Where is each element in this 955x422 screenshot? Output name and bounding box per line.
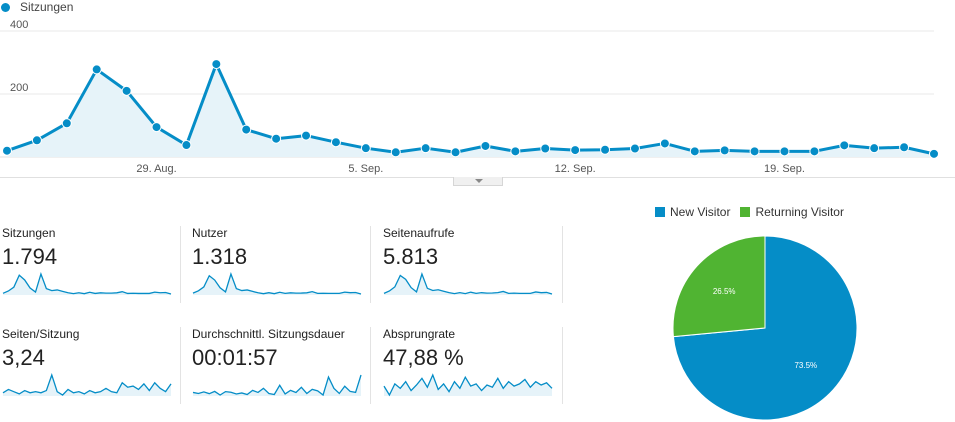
pie-legend: New Visitor Returning Visitor	[655, 205, 854, 219]
chevron-down-icon	[475, 179, 483, 183]
data-point[interactable]	[61, 118, 72, 129]
data-point[interactable]	[480, 140, 491, 151]
data-point[interactable]	[659, 138, 670, 149]
sparkline-area	[3, 375, 171, 396]
data-point[interactable]	[809, 146, 820, 157]
sparkline-line	[2, 373, 172, 396]
data-point[interactable]	[540, 143, 551, 154]
metric-value: 1.318	[192, 244, 248, 269]
data-point[interactable]	[629, 143, 640, 154]
metric-pages-per-session[interactable]: Seiten/Sitzung 3,24	[2, 327, 182, 405]
sparkline-line	[383, 373, 553, 397]
data-point[interactable]	[151, 122, 162, 133]
data-point[interactable]	[899, 142, 910, 153]
pie-slice[interactable]	[672, 236, 766, 338]
x-tick-label: 5. Sep.	[348, 163, 383, 175]
metric-separator	[562, 226, 563, 303]
legend-label: New Visitor	[670, 205, 731, 219]
metric-label: Durchschnittl. Sitzungsdauer	[192, 327, 345, 341]
chart-legend[interactable]: Sitzungen	[0, 0, 73, 14]
x-tick-label: 12. Sep.	[555, 163, 596, 175]
legend-dot-icon	[1, 2, 10, 12]
sessions-line-chart[interactable]: 200 400 29. Aug. 5. Sep. 12. Sep. 19. Sep.	[0, 0, 955, 178]
metric-label: Seiten/Sitzung	[2, 327, 80, 341]
metric-value: 00:01:57	[192, 345, 278, 370]
metric-separator	[180, 226, 181, 303]
data-point[interactable]	[510, 146, 521, 157]
legend-item-returning-visitor[interactable]: Returning Visitor	[740, 205, 844, 219]
metric-sparkline	[192, 272, 362, 295]
metric-value: 5.813	[383, 244, 439, 269]
data-point[interactable]	[929, 148, 939, 159]
series-area	[7, 64, 934, 157]
legend-item-new-visitor[interactable]: New Visitor	[655, 205, 730, 219]
metric-pageviews[interactable]: Seitenaufrufe 5.813	[383, 226, 563, 304]
metric-label: Seitenaufrufe	[383, 226, 455, 240]
metric-bounce-rate[interactable]: Absprungrate 47,88 %	[383, 327, 563, 405]
y-tick-label: 200	[10, 82, 28, 94]
legend-label: Returning Visitor	[755, 205, 844, 219]
data-point[interactable]	[839, 140, 850, 151]
sparkline-area	[193, 375, 361, 396]
data-point[interactable]	[211, 59, 222, 70]
metric-users[interactable]: Nutzer 1.318	[192, 226, 372, 304]
data-point[interactable]	[330, 137, 341, 148]
metric-sparkline	[383, 373, 553, 397]
data-point[interactable]	[719, 145, 730, 156]
data-point[interactable]	[570, 145, 581, 156]
data-point[interactable]	[450, 147, 461, 158]
legend-swatch-icon	[655, 207, 665, 217]
data-point[interactable]	[31, 135, 42, 146]
metric-sparkline	[192, 374, 362, 397]
data-point[interactable]	[2, 145, 12, 156]
visitor-pie-chart[interactable]: 73.5% 26.5%	[670, 236, 860, 422]
x-tick-label: 19. Sep.	[764, 163, 805, 175]
data-point[interactable]	[360, 143, 371, 154]
pie-slice-label: 26.5%	[713, 287, 736, 296]
sparkline-line	[2, 272, 172, 295]
metric-sessions[interactable]: Sitzungen 1.794	[2, 226, 182, 304]
metric-separator	[370, 226, 371, 303]
sparkline-line	[192, 272, 362, 295]
collapse-chart-button[interactable]	[453, 177, 503, 186]
metric-label: Absprungrate	[383, 327, 456, 341]
metric-value: 3,24	[2, 345, 45, 370]
sparkline-line	[192, 374, 362, 397]
data-point[interactable]	[779, 146, 790, 157]
data-point[interactable]	[749, 146, 760, 157]
metric-separator	[562, 327, 563, 404]
sparkline-line	[383, 272, 553, 295]
data-point[interactable]	[271, 133, 282, 144]
data-point[interactable]	[91, 64, 102, 75]
data-point[interactable]	[869, 143, 880, 154]
sparkline-area	[384, 274, 552, 295]
metric-label: Sitzungen	[2, 226, 56, 240]
x-tick-label: 29. Aug.	[136, 163, 176, 175]
sparkline-area	[3, 274, 171, 295]
data-point[interactable]	[301, 130, 312, 141]
legend-swatch-icon	[740, 207, 751, 217]
metric-avg-session-duration[interactable]: Durchschnittl. Sitzungsdauer 00:01:57	[192, 327, 372, 405]
metric-value: 47,88 %	[383, 345, 464, 370]
sparkline-area	[193, 274, 361, 295]
data-point[interactable]	[121, 85, 132, 96]
data-point[interactable]	[689, 146, 700, 157]
metric-separator	[180, 327, 181, 404]
metric-sparkline	[383, 272, 553, 295]
data-point[interactable]	[390, 147, 401, 158]
pie-slice-label: 73.5%	[794, 361, 817, 370]
metric-sparkline	[2, 373, 172, 396]
legend-label: Sitzungen	[20, 0, 74, 14]
data-point[interactable]	[420, 143, 431, 154]
metric-separator	[370, 327, 371, 404]
data-point[interactable]	[181, 140, 192, 151]
data-point[interactable]	[600, 144, 611, 155]
data-point[interactable]	[241, 124, 252, 135]
y-tick-label: 400	[10, 19, 28, 31]
metric-label: Nutzer	[192, 226, 228, 240]
metric-sparkline	[2, 272, 172, 295]
sparkline-area	[384, 375, 552, 396]
metric-value: 1.794	[2, 244, 58, 269]
